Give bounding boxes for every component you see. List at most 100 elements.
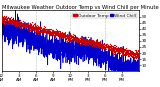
Point [85,40,87,42]
Point [36,27,38,29]
Point [117,49,119,50]
Point [48,32,51,33]
Point [137,50,140,51]
Point [68,36,71,37]
Point [101,47,104,49]
Point [97,43,100,44]
Point [84,40,86,42]
Point [99,44,101,45]
Point [94,43,97,45]
Point [50,33,52,35]
Point [41,30,44,32]
Point [41,29,44,31]
Point [98,42,100,43]
Point [75,36,77,38]
Point [109,46,111,48]
Point [8,21,11,23]
Point [127,53,130,54]
Point [68,34,70,35]
Point [128,50,130,51]
Point [24,23,26,25]
Point [89,43,91,44]
Point [119,47,122,48]
Point [53,31,56,33]
Point [54,33,57,34]
Point [137,55,140,56]
Point [96,44,98,45]
Point [60,35,63,37]
Point [117,48,120,50]
Point [46,32,48,34]
Point [47,32,49,33]
Point [29,26,32,28]
Point [3,20,5,21]
Point [134,53,137,55]
Point [126,51,129,53]
Point [39,30,42,31]
Point [52,34,54,35]
Point [136,54,138,55]
Point [131,53,134,54]
Point [92,41,95,42]
Point [103,46,106,47]
Point [74,38,77,40]
Point [133,55,135,56]
Point [115,51,118,52]
Point [12,21,15,22]
Point [10,22,13,23]
Point [108,43,111,44]
Point [11,21,13,22]
Point [130,51,132,52]
Point [73,39,76,40]
Point [110,48,113,49]
Point [34,24,36,25]
Point [75,36,78,37]
Point [69,35,71,37]
Point [46,28,48,30]
Point [49,31,52,32]
Point [21,23,23,24]
Point [112,49,114,51]
Point [133,52,136,54]
Point [85,42,88,43]
Point [27,24,29,25]
Point [81,41,84,42]
Point [68,34,70,36]
Point [91,39,94,40]
Point [91,41,93,42]
Point [50,28,53,30]
Point [79,39,82,41]
Point [102,46,104,47]
Point [31,25,34,27]
Point [129,54,132,55]
Point [53,33,55,34]
Point [74,37,77,38]
Point [136,54,139,56]
Point [83,39,85,41]
Point [45,30,47,31]
Point [43,29,46,30]
Point [48,33,51,35]
Point [9,21,12,22]
Point [50,34,53,35]
Point [109,49,111,51]
Point [123,53,126,55]
Point [79,38,82,39]
Point [50,32,52,33]
Point [91,44,94,45]
Point [72,38,75,39]
Point [131,55,133,56]
Point [117,48,120,49]
Point [89,41,92,43]
Point [116,47,119,48]
Point [16,21,18,22]
Point [26,25,29,27]
Point [83,40,85,41]
Point [90,40,93,42]
Point [45,32,48,33]
Point [19,22,22,23]
Point [123,53,126,54]
Point [96,42,99,44]
Point [78,39,80,41]
Point [92,41,94,43]
